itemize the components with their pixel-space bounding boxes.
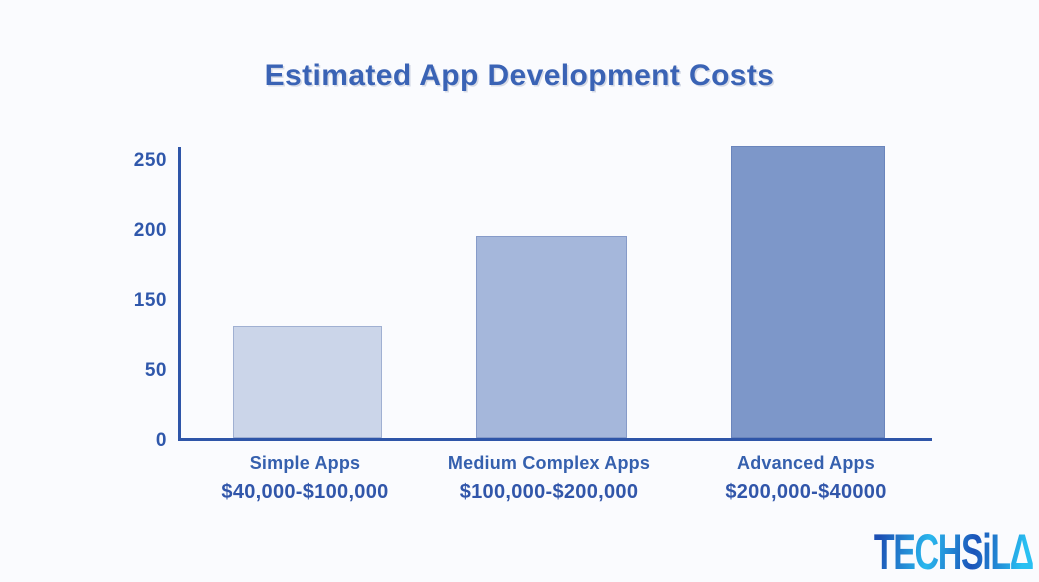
category-label: Medium Complex Apps bbox=[447, 453, 651, 473]
bar-simple-apps bbox=[233, 326, 382, 438]
bar-medium-complex-apps bbox=[476, 236, 627, 438]
x-label-group-simple: Simple Apps $40,000-$100,000 bbox=[221, 453, 388, 504]
y-tick-250: 250 bbox=[133, 150, 167, 171]
x-label-group-medium: Medium Complex Apps $100,000-$200,000 bbox=[448, 453, 650, 504]
y-tick-0: 0 bbox=[155, 430, 167, 451]
y-tick-150: 150 bbox=[133, 290, 167, 311]
y-axis-tick-labels: 0 50 150 200 250 bbox=[95, 147, 167, 451]
x-axis-labels: Simple Apps $40,000-$100,000 Medium Comp… bbox=[178, 453, 932, 513]
chart-title: Estimated App Development Costs bbox=[264, 59, 775, 92]
x-label-group-advanced: Advanced Apps $200,000-$40000 bbox=[725, 453, 886, 504]
bar-advanced-apps bbox=[731, 146, 885, 438]
price-range-label: $100,000-$200,000 bbox=[459, 481, 639, 503]
category-label: Simple Apps bbox=[249, 453, 361, 473]
techsila-logo: TECHSiLΔ bbox=[873, 524, 1034, 580]
plot-area bbox=[178, 146, 932, 441]
price-range-label: $200,000-$40000 bbox=[725, 481, 887, 503]
price-range-label: $40,000-$100,000 bbox=[221, 481, 389, 503]
y-tick-200: 200 bbox=[133, 220, 167, 241]
y-tick-50: 50 bbox=[144, 360, 167, 381]
category-label: Advanced Apps bbox=[737, 453, 875, 473]
